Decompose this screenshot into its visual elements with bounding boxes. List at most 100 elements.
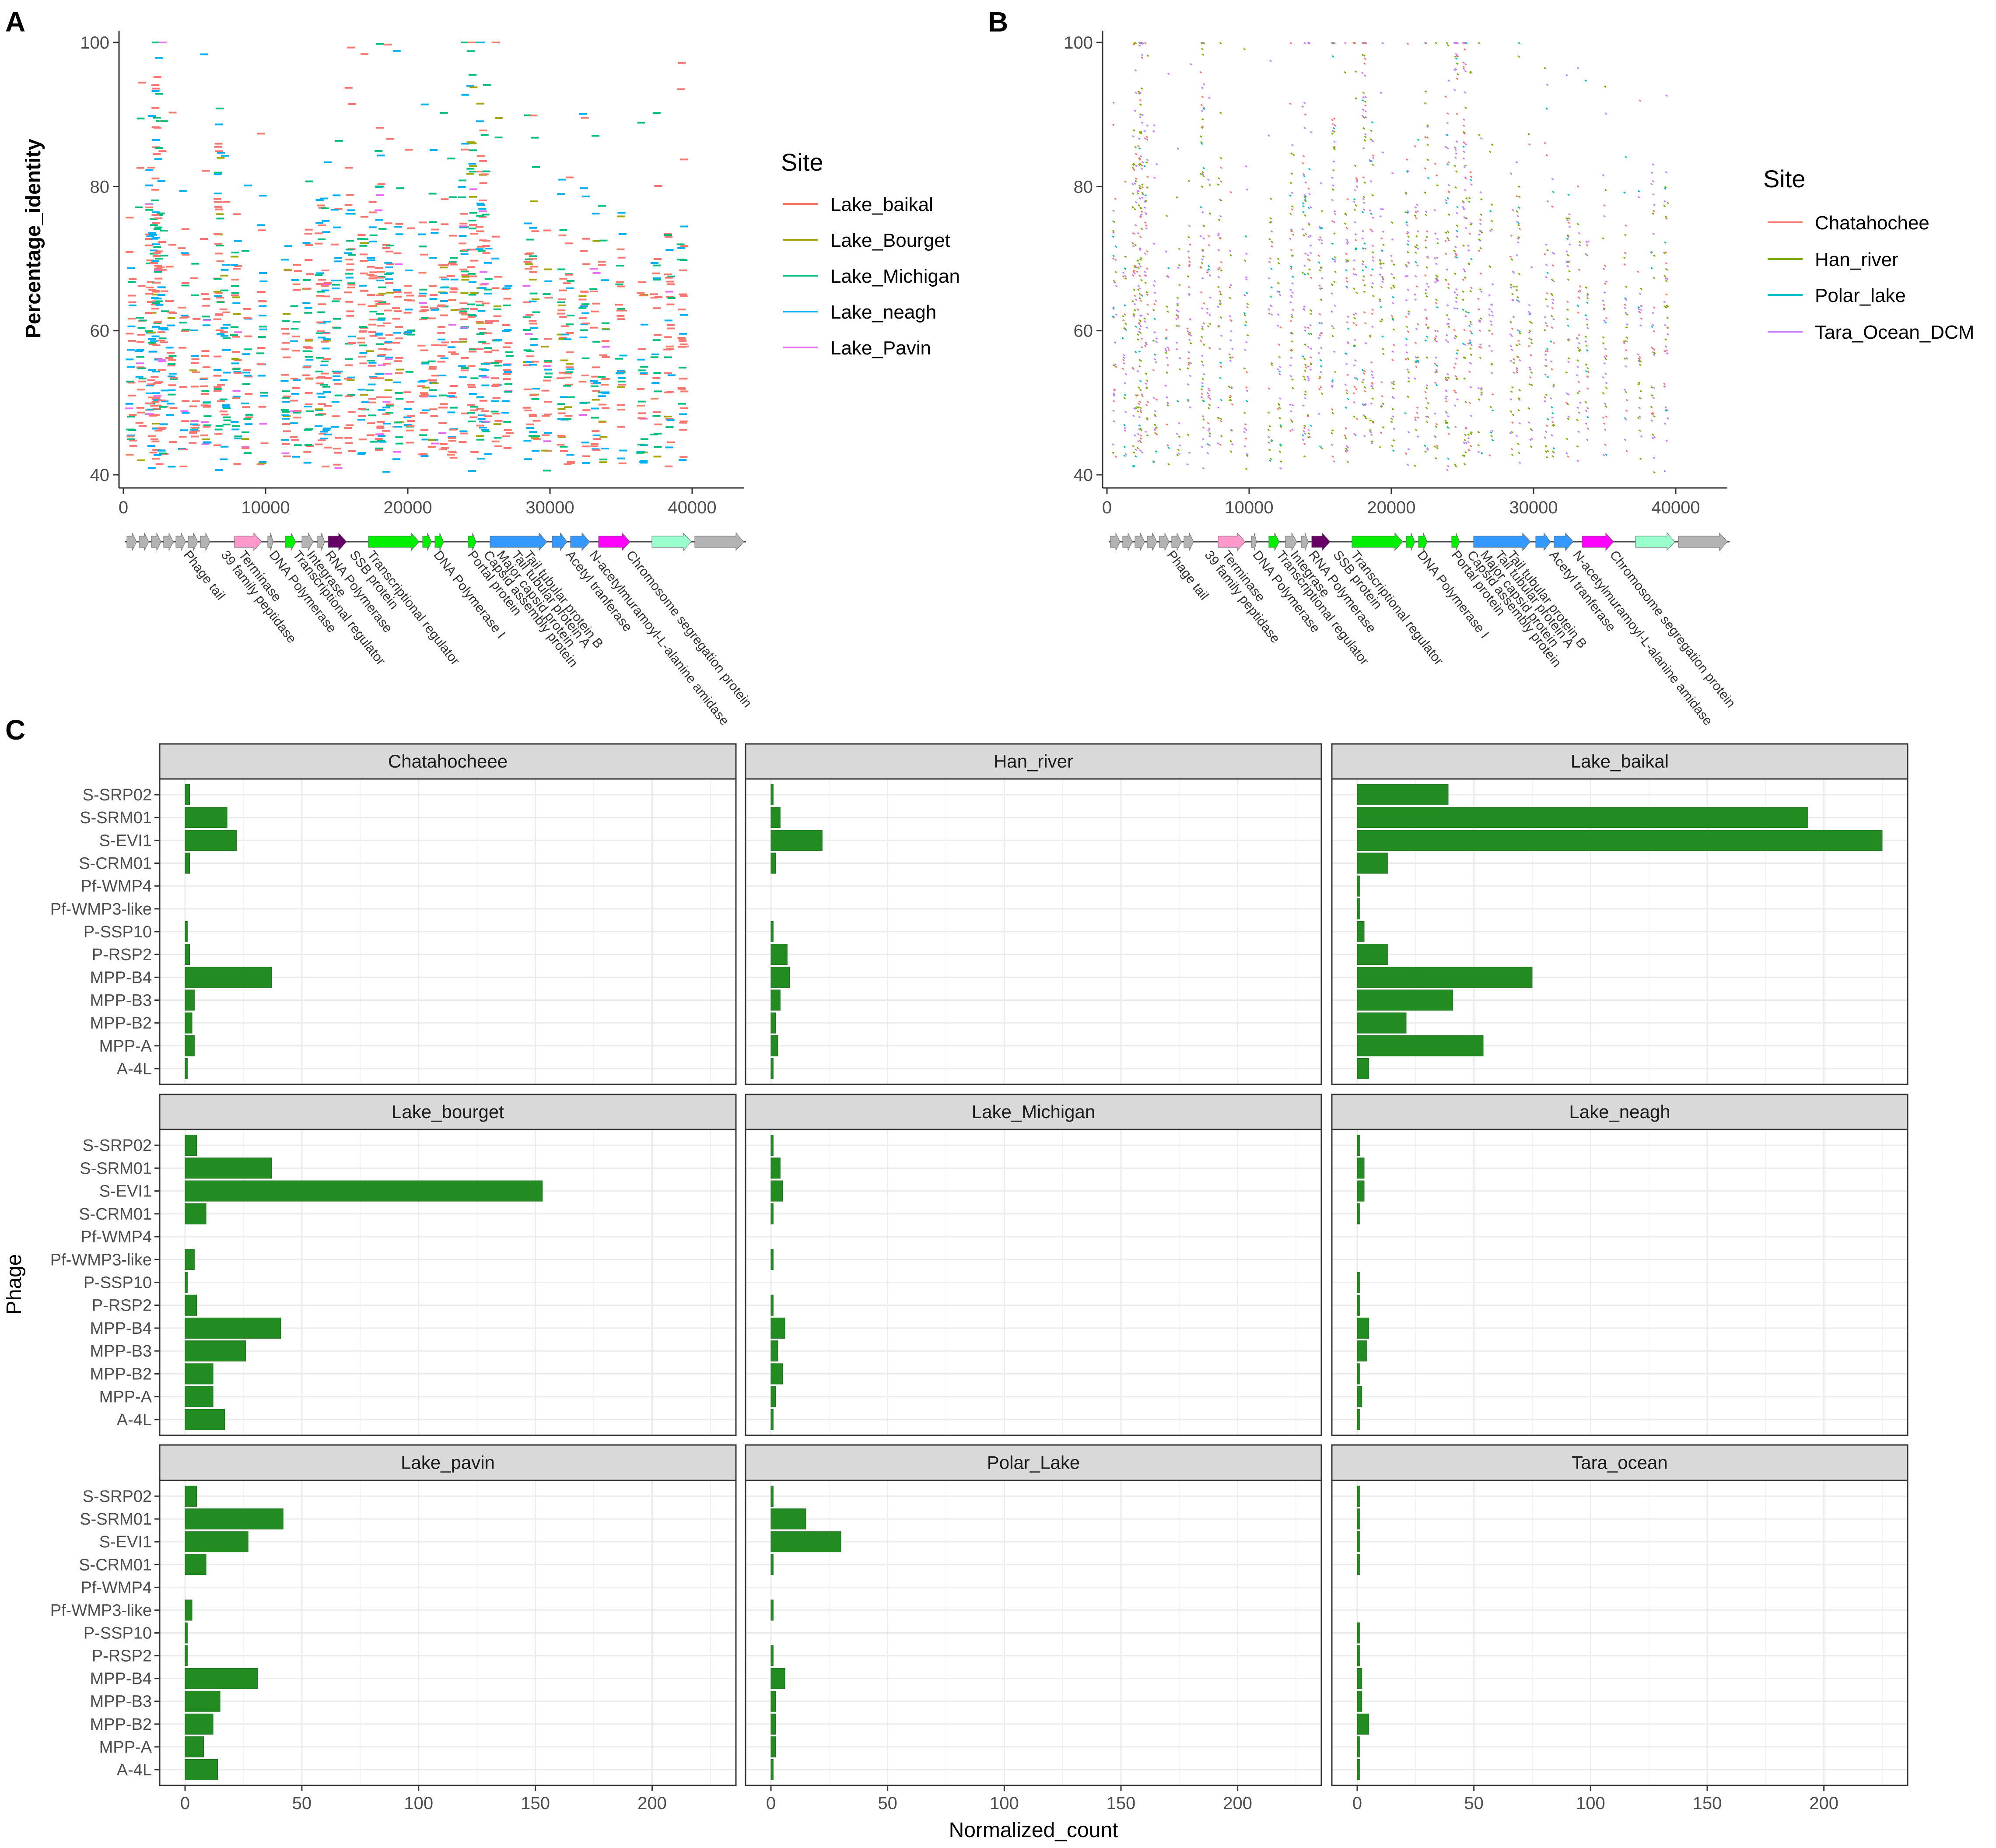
point-b-47-32 xyxy=(1625,349,1628,351)
point-b-39-11 xyxy=(1517,241,1520,244)
point-b-25-25 xyxy=(1369,209,1372,212)
point-b-0-15 xyxy=(1113,420,1115,423)
point-b-5-49 xyxy=(1145,213,1148,215)
point-b-3-13 xyxy=(1138,185,1141,187)
point-b-22-17 xyxy=(1345,450,1348,453)
point-b-9-15 xyxy=(1187,400,1190,402)
point-b-49-20 xyxy=(1652,324,1654,326)
point-b-29-0 xyxy=(1414,298,1417,301)
point-b-20-28 xyxy=(1317,337,1320,340)
point-b-47-20 xyxy=(1625,357,1628,360)
point-b-40-6 xyxy=(1528,331,1531,334)
point-b-31-36 xyxy=(1436,364,1438,367)
point-b-18-2 xyxy=(1303,196,1306,199)
point-b-0-16 xyxy=(1112,409,1115,412)
point-b-24-20 xyxy=(1364,95,1367,98)
point-b-37-24 xyxy=(1491,283,1494,286)
point-b-26-28 xyxy=(1380,381,1383,384)
point-b-6-12 xyxy=(1152,396,1156,400)
point-b-6-1 xyxy=(1154,410,1157,412)
point-b-43-7 xyxy=(1568,243,1571,246)
point-b-37-6 xyxy=(1488,454,1491,457)
point-b-28-44 xyxy=(1404,358,1408,361)
point-b-38-20 xyxy=(1510,348,1513,351)
point-b-34-70 xyxy=(1463,216,1466,219)
bar-2-11 xyxy=(1357,1035,1484,1056)
point-b-49-18 xyxy=(1653,386,1655,389)
point-b-39-16 xyxy=(1515,161,1518,164)
point-b-20-12 xyxy=(1320,298,1323,301)
point-b-4-73 xyxy=(1139,132,1142,135)
point-b-10-34 xyxy=(1202,400,1205,403)
point-b-17-17 xyxy=(1290,228,1293,231)
point-b-34-0 xyxy=(1464,344,1467,346)
point-b-42-20 xyxy=(1552,341,1555,344)
point-b-45-24 xyxy=(1586,327,1590,330)
point-b-43-19 xyxy=(1565,452,1569,455)
point-b-21-40 xyxy=(1331,325,1334,327)
point-b-2-1 xyxy=(1135,153,1138,155)
point-b-30-1 xyxy=(1427,402,1430,404)
point-b-9-35 xyxy=(1186,463,1189,466)
point-b-10-45 xyxy=(1199,340,1202,343)
point-b-10-16 xyxy=(1201,360,1204,363)
point-b-45-5 xyxy=(1585,318,1588,321)
point-b-14-17 xyxy=(1245,341,1248,344)
gene-arrow-b-14 xyxy=(1406,533,1415,551)
gene-arrow-a-10 xyxy=(301,532,314,551)
point-b-30-12 xyxy=(1426,415,1429,418)
point-b-43-36 xyxy=(1567,324,1570,327)
point-b-32-16 xyxy=(1447,323,1450,325)
point-b-21-22 xyxy=(1331,432,1334,435)
point-b-40-12 xyxy=(1528,304,1531,306)
point-b-50-4 xyxy=(1663,382,1666,386)
point-b-32-21 xyxy=(1446,379,1449,381)
point-b-5-30 xyxy=(1144,221,1147,224)
point-b-42-0 xyxy=(1552,383,1555,386)
point-b-21-51 xyxy=(1333,258,1336,261)
point-b-38-4 xyxy=(1512,414,1515,416)
point-b-20-1 xyxy=(1320,371,1323,374)
point-b-49-21 xyxy=(1652,412,1655,414)
point-b-11-19 xyxy=(1208,96,1211,99)
point-b-4-47 xyxy=(1138,321,1141,324)
point-b-31-27 xyxy=(1435,174,1438,177)
point-b-36-6 xyxy=(1478,319,1481,322)
point-b-33-11 xyxy=(1455,352,1458,355)
bar-3-6 xyxy=(185,1272,188,1293)
point-b-18-20 xyxy=(1301,105,1304,108)
point-b-34-6 xyxy=(1464,189,1467,192)
point-b-6-32 xyxy=(1155,398,1158,401)
point-b-12-25 xyxy=(1219,290,1222,293)
point-b-9-29 xyxy=(1188,264,1191,267)
point-b-48-4 xyxy=(1638,381,1641,384)
point-b-47-5 xyxy=(1625,285,1628,288)
point-b-23-34 xyxy=(1354,359,1357,362)
facet-title-8: Tara_ocean xyxy=(1572,1452,1668,1473)
point-b-26-8 xyxy=(1379,273,1382,276)
point-b-45-19 xyxy=(1585,344,1588,347)
point-b-46-26 xyxy=(1602,268,1605,270)
point-b-6-3 xyxy=(1154,424,1156,426)
point-b-47-21 xyxy=(1623,263,1626,266)
point-b-20-6 xyxy=(1320,322,1323,324)
point-b-28-8 xyxy=(1404,192,1408,195)
point-b-11-10 xyxy=(1208,212,1212,215)
point-b-32-39 xyxy=(1445,199,1448,202)
point-b-41-18 xyxy=(1545,276,1548,279)
point-b-32-37 xyxy=(1446,426,1449,429)
point-b-43-23 xyxy=(1567,339,1569,341)
point-b-39-29 xyxy=(1518,359,1521,362)
point-b-17-14 xyxy=(1289,349,1292,352)
point-b-10-17 xyxy=(1200,291,1203,294)
facet-title-5: Lake_neagh xyxy=(1569,1101,1670,1122)
point-b-10-7 xyxy=(1201,249,1204,252)
point-b-29-13 xyxy=(1415,285,1418,288)
point-b-32-30 xyxy=(1447,239,1450,242)
point-b-49-23 xyxy=(1652,437,1654,440)
point-b-0-0 xyxy=(1112,308,1115,310)
point-b-33-75 xyxy=(1456,235,1459,238)
point-b-0-32 xyxy=(1112,210,1115,212)
point-b-32-51 xyxy=(1446,112,1449,115)
point-b-18-21 xyxy=(1303,175,1306,178)
